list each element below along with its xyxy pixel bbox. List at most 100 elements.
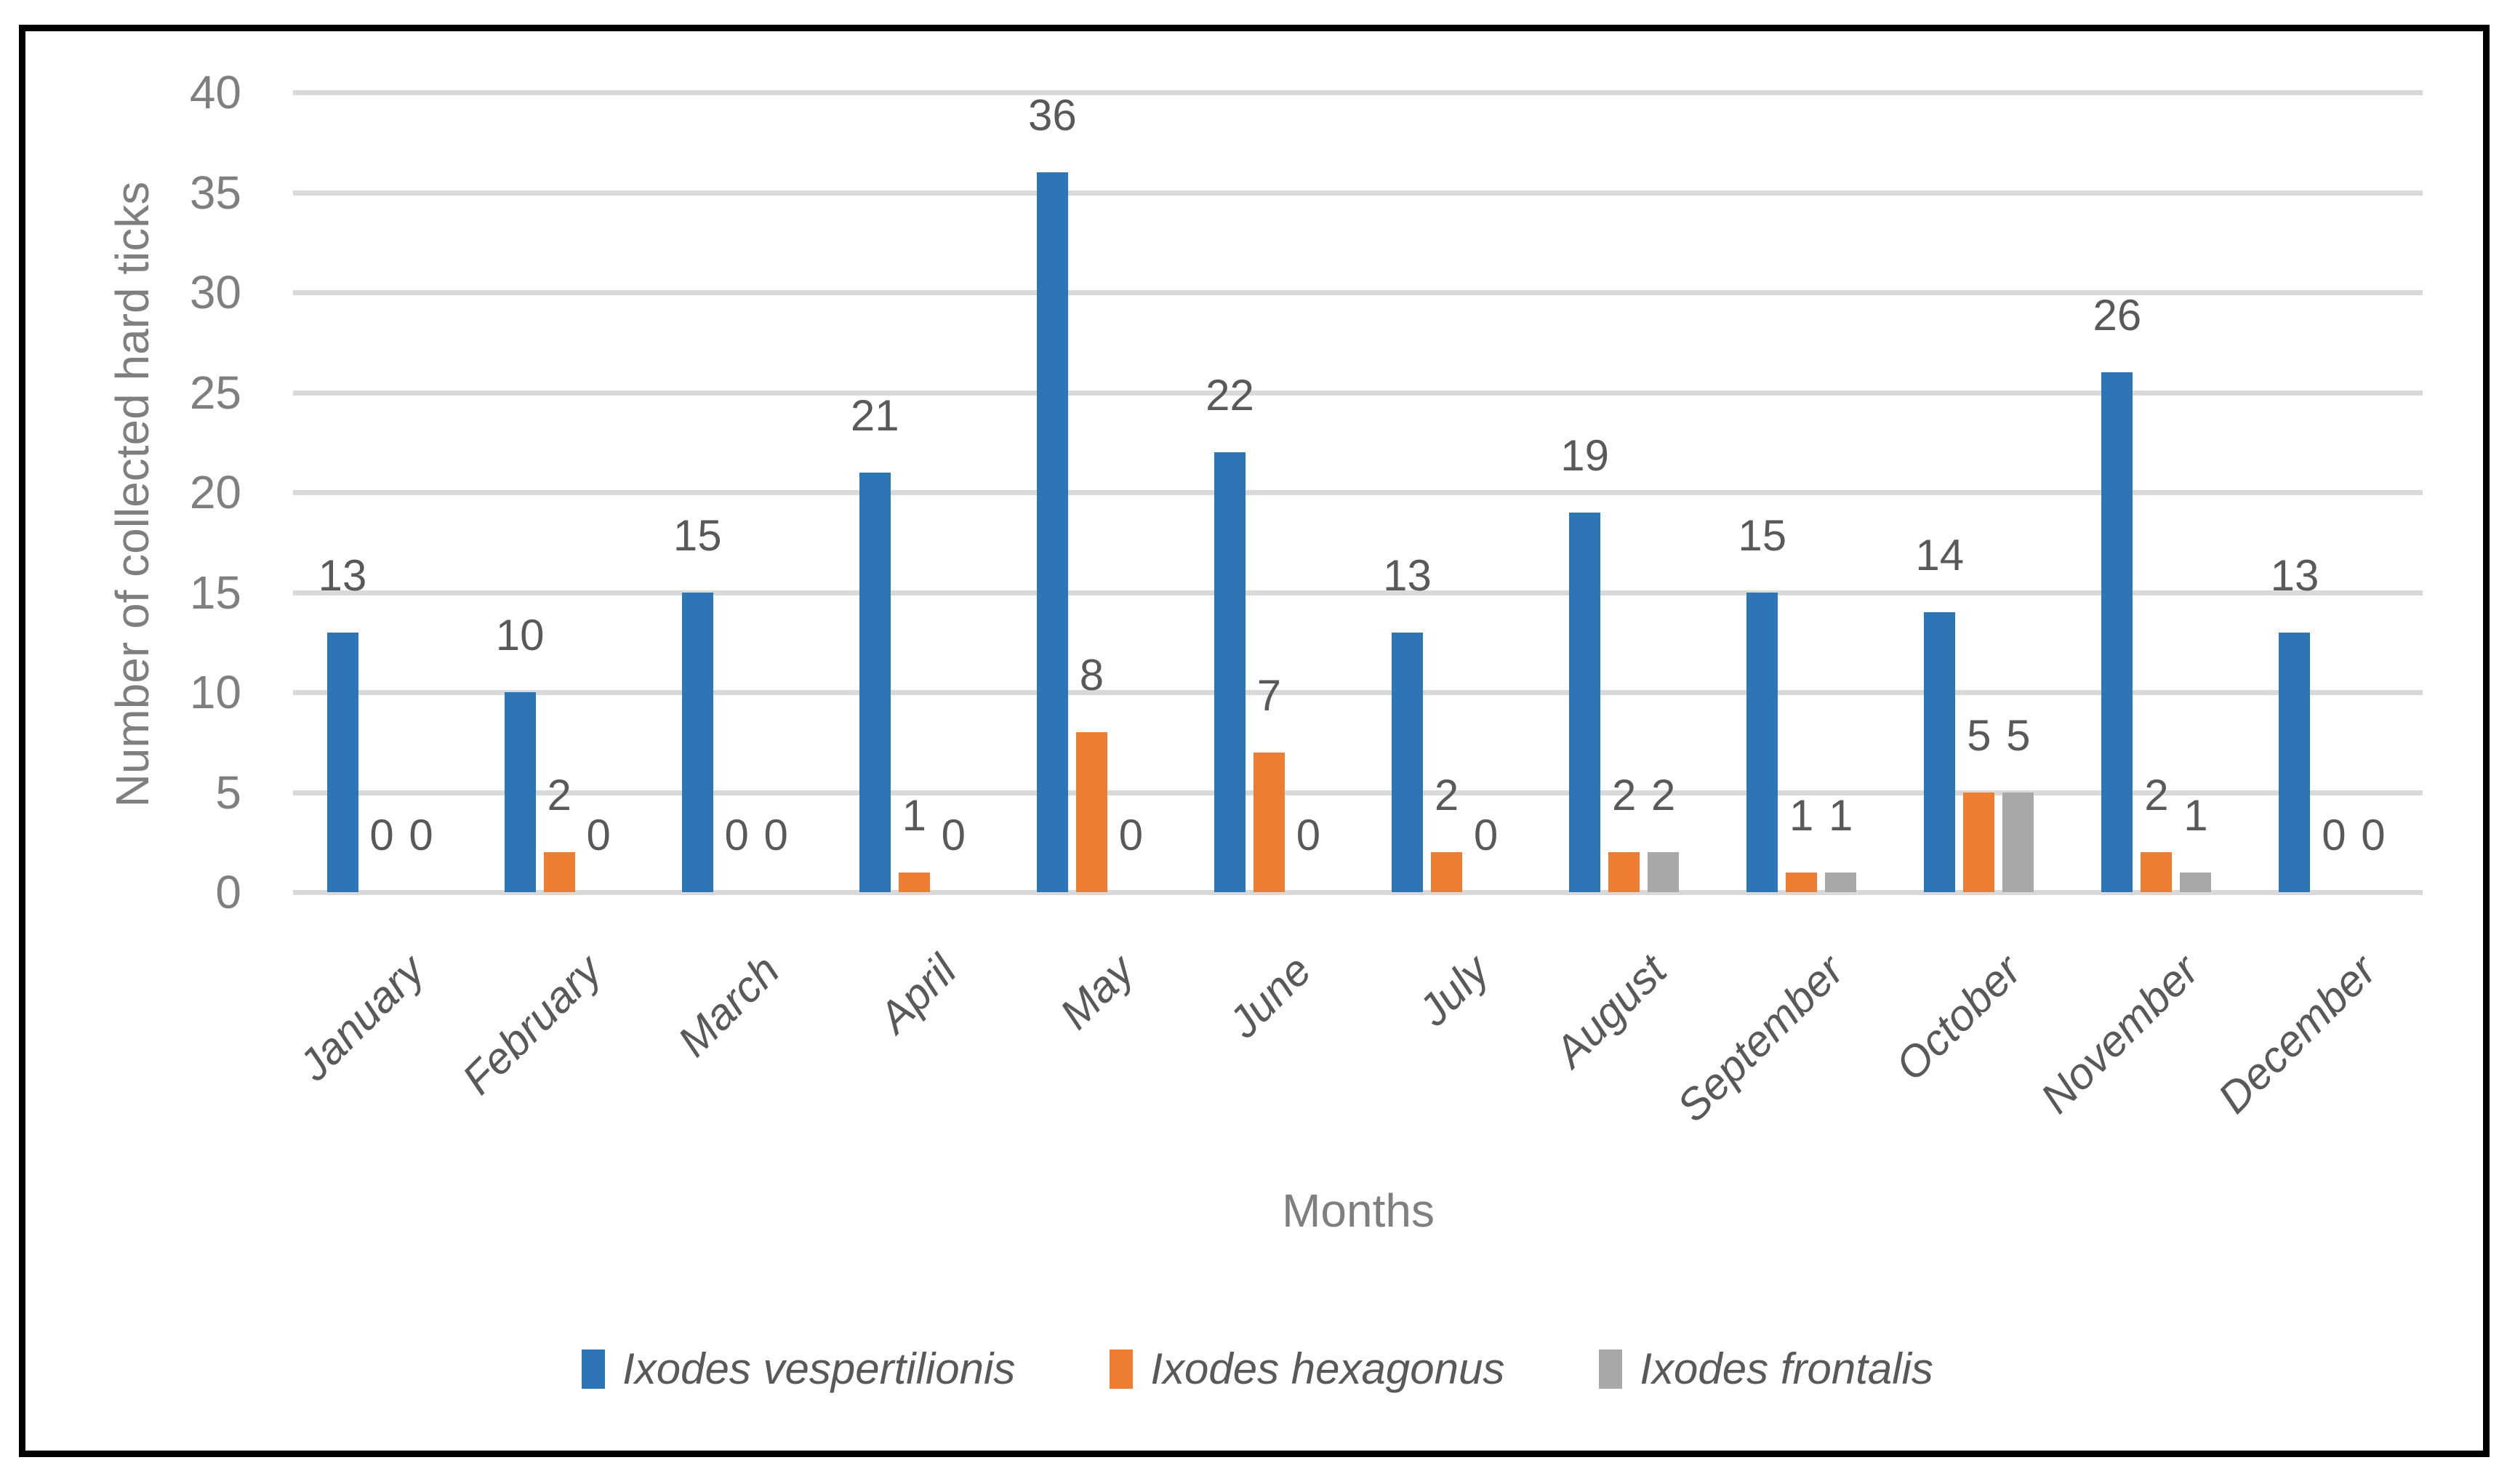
y-tick-label-5: 5	[215, 766, 241, 819]
bar-series0-may	[1036, 172, 1068, 892]
bar-value-label-series1-may: 8	[1079, 651, 1104, 699]
bar-value-label-series0-july: 13	[1383, 550, 1432, 600]
bar-value-label-series2-march: 0	[763, 811, 788, 859]
y-tick-label-15: 15	[189, 566, 241, 619]
x-category-label-january: January	[289, 945, 434, 1090]
x-category-label-june: June	[1219, 945, 1321, 1047]
bar-value-label-series2-november: 1	[2183, 790, 2208, 840]
x-axis-title: Months	[1282, 1184, 1435, 1238]
bar-value-label-series2-may: 0	[1118, 811, 1144, 859]
bar-value-label-series1-march: 0	[724, 811, 749, 859]
bar-series0-september	[1746, 592, 1778, 892]
bar-series1-june	[1253, 752, 1285, 892]
bar-series1-may	[1075, 732, 1107, 892]
gridline-10	[293, 690, 2423, 695]
gridline-35	[293, 190, 2423, 196]
bar-value-label-series1-june: 7	[1256, 670, 1282, 720]
bar-value-label-series2-february: 0	[586, 811, 611, 859]
bar-series1-november	[2141, 852, 2173, 892]
x-category-label-march: March	[667, 945, 789, 1066]
y-axis-title: Number of collected hard ticks	[105, 182, 159, 808]
bar-series0-april	[859, 472, 891, 892]
bar-value-label-series2-july: 0	[1473, 811, 1499, 859]
bar-value-label-series1-november: 2	[2144, 771, 2169, 819]
bar-series1-july	[1431, 852, 1463, 892]
x-category-label-july: July	[1408, 945, 1499, 1035]
y-tick-label-0: 0	[215, 866, 241, 918]
chart-outer-border	[19, 25, 2490, 1457]
bar-value-label-series1-february: 2	[547, 771, 571, 819]
gridline-20	[293, 490, 2423, 495]
gridline-15	[293, 590, 2423, 595]
y-tick-label-40: 40	[189, 66, 241, 119]
bar-value-label-series2-april: 0	[941, 811, 966, 859]
legend-swatch-vespertilionis	[582, 1349, 606, 1389]
bar-series1-september	[1786, 872, 1818, 892]
x-category-label-october: October	[1886, 945, 2031, 1090]
legend-item-vespertilionis: Ixodes vespertilionis	[582, 1344, 1015, 1394]
bar-series0-august	[1569, 512, 1601, 892]
bar-series1-april	[898, 872, 930, 892]
bar-value-label-series2-june: 0	[1296, 811, 1321, 859]
x-category-label-november: November	[2031, 945, 2208, 1123]
bar-series1-august	[1608, 852, 1640, 892]
bar-value-label-series0-february: 10	[495, 611, 545, 659]
y-tick-label-30: 30	[189, 266, 241, 318]
bar-value-label-series1-december: 0	[2322, 811, 2346, 859]
bar-value-label-series2-september: 1	[1829, 790, 1853, 840]
bar-value-label-series0-december: 13	[2270, 550, 2319, 600]
x-category-label-february: February	[452, 945, 611, 1104]
bar-series0-february	[504, 692, 536, 892]
x-category-label-august: August	[1545, 945, 1676, 1077]
bar-series0-january	[326, 632, 358, 892]
bar-series0-november	[2101, 372, 2133, 892]
bar-value-label-series1-september: 1	[1789, 790, 1814, 840]
x-category-label-may: May	[1050, 945, 1144, 1039]
legend-label-vespertilionis: Ixodes vespertilionis	[622, 1344, 1016, 1393]
bar-series2-november	[2180, 872, 2212, 892]
bar-value-label-series2-december: 0	[2361, 811, 2386, 859]
bar-value-label-series2-october: 5	[2006, 710, 2031, 760]
gridline-40	[293, 90, 2423, 95]
gridline-30	[293, 290, 2423, 295]
y-tick-label-25: 25	[189, 366, 241, 419]
bar-value-label-series1-january: 0	[369, 811, 394, 859]
y-axis-title-text: Number of collected hard ticks	[106, 181, 159, 808]
gridline-0	[293, 890, 2423, 895]
x-category-label-september: September	[1667, 945, 1853, 1131]
bar-series2-october	[2002, 792, 2034, 892]
bar-value-label-series0-october: 14	[1915, 531, 1965, 579]
y-tick-label-20: 20	[189, 466, 241, 518]
legend: Ixodes vespertilionis Ixodes hexagonus I…	[0, 1344, 2515, 1394]
bar-series2-august	[1648, 852, 1680, 892]
y-tick-label-35: 35	[189, 166, 241, 219]
bar-value-label-series1-april: 1	[902, 790, 926, 840]
y-tick-label-10: 10	[189, 666, 241, 718]
legend-label-hexagonus: Ixodes hexagonus	[1150, 1344, 1505, 1393]
bar-series0-march	[681, 592, 713, 892]
bar-value-label-series0-april: 21	[850, 390, 899, 440]
legend-swatch-frontalis	[1599, 1349, 1623, 1389]
bar-value-label-series0-may: 36	[1028, 91, 1077, 140]
gridline-25	[293, 390, 2423, 396]
bar-value-label-series0-march: 15	[673, 510, 722, 560]
bar-series0-june	[1214, 452, 1246, 892]
bar-value-label-series1-july: 2	[1434, 771, 1459, 819]
bar-value-label-series2-august: 2	[1650, 771, 1676, 819]
bar-value-label-series1-october: 5	[1967, 710, 1991, 760]
bar-series1-october	[1963, 792, 1995, 892]
bar-value-label-series0-august: 19	[1560, 430, 1609, 480]
bar-series0-december	[2279, 632, 2311, 892]
legend-item-hexagonus: Ixodes hexagonus	[1110, 1344, 1504, 1394]
bar-value-label-series1-august: 2	[1611, 771, 1637, 819]
legend-label-frontalis: Ixodes frontalis	[1640, 1344, 1933, 1393]
bar-series0-july	[1392, 632, 1424, 892]
bar-value-label-series2-january: 0	[409, 811, 433, 859]
legend-swatch-hexagonus	[1110, 1349, 1134, 1389]
x-axis-title-text: Months	[1282, 1184, 1435, 1237]
bar-series2-september	[1825, 872, 1857, 892]
bar-value-label-series0-november: 26	[2093, 291, 2142, 340]
bar-series1-february	[543, 852, 575, 892]
